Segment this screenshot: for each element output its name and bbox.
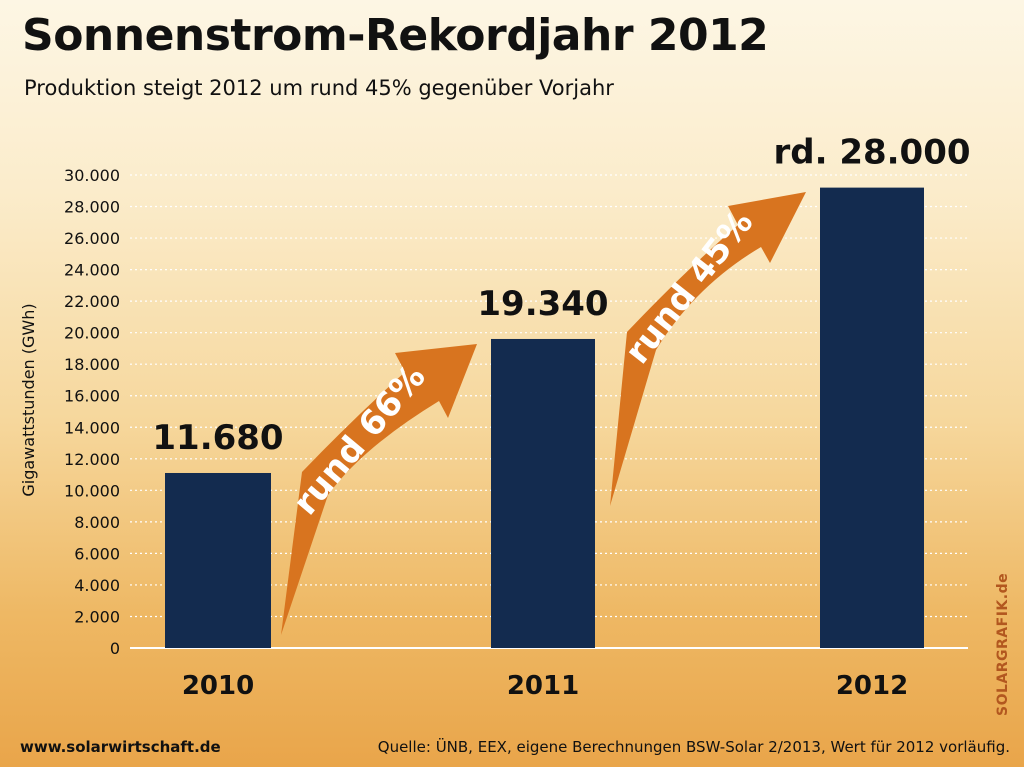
y-tick-label: 8.000 bbox=[74, 513, 120, 532]
y-tick-label: 30.000 bbox=[64, 166, 120, 185]
bar-2011 bbox=[491, 338, 595, 648]
y-tick-label: 26.000 bbox=[64, 229, 120, 248]
x-tick-label-2011: 2011 bbox=[507, 671, 579, 701]
source-note: Quelle: ÜNB, EEX, eigene Berechnungen BS… bbox=[377, 738, 1010, 756]
y-tick-label: 18.000 bbox=[64, 355, 120, 374]
bars bbox=[165, 187, 924, 648]
annotation-growth-45: rund 45% bbox=[617, 203, 761, 372]
arrow-2010-2011 bbox=[281, 344, 477, 635]
y-tick-label: 22.000 bbox=[64, 292, 120, 311]
watermark-logo: SOLARGRAFIK.de bbox=[995, 572, 1011, 716]
value-labels: 11.680 19.340 rd. 28.000 bbox=[152, 133, 970, 458]
y-tick-label: 0 bbox=[110, 639, 120, 658]
y-tick-label: 4.000 bbox=[74, 576, 120, 595]
chart-title: Sonnenstrom-Rekordjahr 2012 bbox=[22, 10, 769, 61]
y-tick-label: 12.000 bbox=[64, 450, 120, 469]
x-tick-label-2012: 2012 bbox=[836, 671, 908, 701]
y-tick-label: 20.000 bbox=[64, 324, 120, 343]
arrow-2011-2012 bbox=[610, 192, 806, 506]
y-tick-label: 16.000 bbox=[64, 387, 120, 406]
y-axis-label: Gigawattstunden (GWh) bbox=[19, 303, 38, 496]
y-tick-label: 28.000 bbox=[64, 198, 120, 217]
annotation-growth-66: rund 66% bbox=[286, 357, 434, 523]
value-label-2011: 19.340 bbox=[477, 284, 608, 324]
website-url: www.solarwirtschaft.de bbox=[20, 738, 221, 756]
value-label-2010: 11.680 bbox=[152, 418, 283, 458]
y-tick-label: 2.000 bbox=[74, 607, 120, 626]
bar-2010 bbox=[165, 472, 271, 648]
chart-subtitle: Produktion steigt 2012 um rund 45% gegen… bbox=[24, 76, 614, 100]
y-tick-label: 10.000 bbox=[64, 481, 120, 500]
y-axis-ticks: 0 2.000 4.000 6.000 8.000 10.000 12.000 14.000 1… bbox=[64, 166, 120, 658]
y-tick-label: 14.000 bbox=[64, 418, 120, 437]
value-label-2012: rd. 28.000 bbox=[773, 133, 970, 173]
x-axis-ticks: 2010 2011 2012 bbox=[182, 671, 908, 701]
x-tick-label-2010: 2010 bbox=[182, 671, 254, 701]
bar-2012 bbox=[820, 187, 924, 648]
y-tick-label: 6.000 bbox=[74, 544, 120, 563]
y-tick-label: 24.000 bbox=[64, 261, 120, 280]
